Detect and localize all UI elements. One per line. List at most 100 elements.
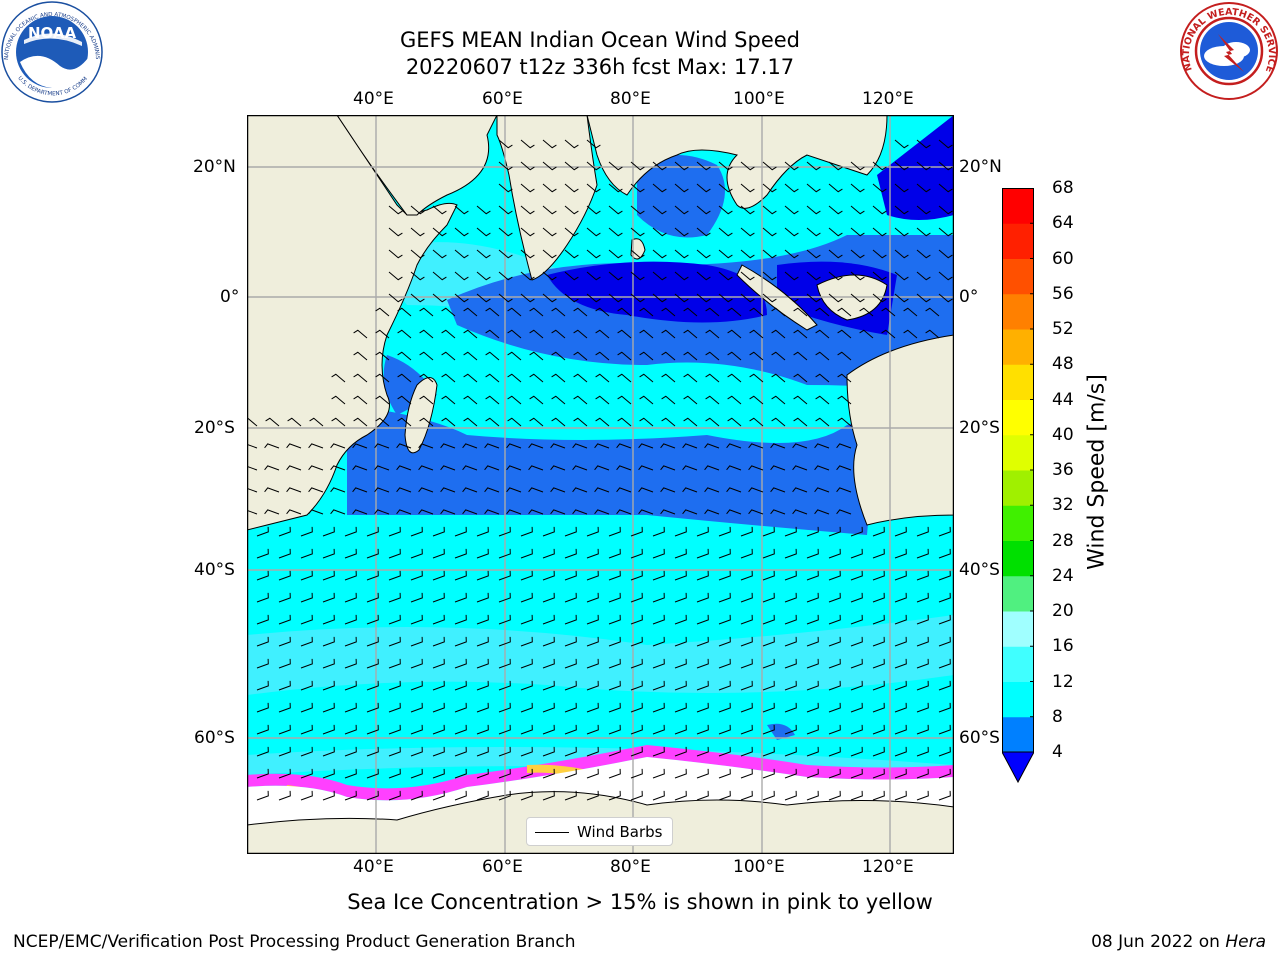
wind-barb [608, 548, 621, 559]
wind-barb [441, 395, 456, 405]
wind-barb [278, 548, 291, 559]
wind-barb [749, 373, 764, 383]
wind-barb [476, 724, 489, 735]
wind-barb [784, 271, 799, 281]
wind-barb [872, 227, 887, 237]
wind-barb [542, 161, 557, 171]
wind-barb [630, 658, 643, 669]
colorbar-band [1002, 293, 1034, 330]
wind-barb [748, 443, 764, 449]
wind-barb [859, 307, 874, 317]
wind-barb [850, 658, 863, 669]
wind-barb [542, 570, 555, 581]
wind-barb [586, 768, 599, 779]
wind-barb [462, 509, 478, 515]
chart-subtitle: 20220607 t12z 336h fcst Max: 17.17 [405, 55, 795, 79]
wind-barb [894, 249, 909, 259]
wind-barb [608, 768, 621, 779]
wind-barb [784, 768, 797, 779]
wind-barb [586, 680, 599, 691]
wind-barb [916, 161, 931, 171]
wind-barb [784, 293, 799, 303]
wind-barb [762, 790, 775, 801]
wind-barb [696, 592, 709, 603]
wind-barb [278, 636, 291, 647]
wind-barb [850, 724, 863, 735]
wind-barb [374, 465, 390, 471]
wind-barb [247, 487, 258, 493]
wind-barb [718, 205, 733, 215]
colorbar-tick-label: 60 [1052, 248, 1074, 269]
wind-barb [806, 592, 819, 603]
wind-barb [366, 746, 379, 757]
wind-barb [894, 702, 907, 713]
colorbar-tick-label: 4 [1052, 742, 1063, 762]
land-madagascar [404, 377, 438, 454]
wind-barb [454, 249, 469, 259]
wind-barb [507, 329, 522, 339]
wind-barb [661, 307, 676, 317]
wind-barb [652, 658, 665, 669]
wind-barb [498, 746, 511, 757]
wind-barb [837, 351, 852, 361]
wind-barb [375, 351, 390, 361]
wind-barb [837, 329, 852, 339]
wind-barb [784, 205, 799, 215]
colorbar-band [1002, 399, 1034, 436]
wind-barb [418, 487, 434, 493]
wind-barb [463, 351, 478, 361]
wind-barb [388, 205, 403, 215]
wind-barb [617, 395, 632, 405]
wind-barb [542, 746, 555, 757]
wind-barb [551, 395, 566, 405]
wind-barb [528, 509, 544, 515]
wind-barb [740, 161, 755, 171]
wind-barb [432, 548, 445, 559]
wind-barb [476, 293, 491, 303]
colorbar-band [1002, 329, 1034, 365]
wind-barb [770, 509, 786, 515]
wind-barb [287, 417, 302, 427]
wind-barb [432, 614, 445, 625]
wind-barb [322, 790, 335, 801]
wind-barb [704, 509, 720, 515]
wind-barb [308, 509, 324, 515]
wind-barb [806, 249, 821, 259]
wind-barb [762, 548, 775, 559]
x-tick-bottom: 40°E [353, 857, 394, 877]
wind-barb [322, 680, 335, 691]
wind-barb [330, 443, 346, 449]
colorbar-band [1002, 646, 1034, 682]
wind-barb [894, 293, 909, 303]
wind-barb [573, 329, 588, 339]
wind-barb [762, 614, 775, 625]
wind-barb [638, 443, 654, 449]
wind-barb [432, 249, 447, 259]
colorbar-band [1002, 470, 1034, 506]
wind-barb [498, 768, 511, 779]
wind-barb [608, 249, 623, 259]
wind-barb [806, 746, 819, 757]
wind-barb [727, 351, 742, 361]
wind-barb [938, 205, 953, 215]
wind-barb [696, 271, 711, 281]
wind-barb [652, 227, 667, 237]
wind-barb [520, 680, 533, 691]
wind-barb [938, 724, 951, 735]
wind-barb [925, 329, 940, 339]
wind-barb [696, 570, 709, 581]
wind-barb [938, 227, 953, 237]
wind-barb [771, 417, 786, 427]
wind-barb [440, 487, 456, 493]
wind-barb [520, 293, 535, 303]
wind-barb [256, 614, 269, 625]
wind-barb [520, 183, 535, 193]
wind-barb [441, 307, 456, 317]
wind-barb [718, 526, 731, 537]
wind-barb [696, 526, 709, 537]
footer-host: Hera [1225, 932, 1266, 952]
wind-barb [586, 570, 599, 581]
wind-barb [793, 395, 808, 405]
wind-barb [410, 592, 423, 603]
wind-barb [836, 487, 852, 493]
